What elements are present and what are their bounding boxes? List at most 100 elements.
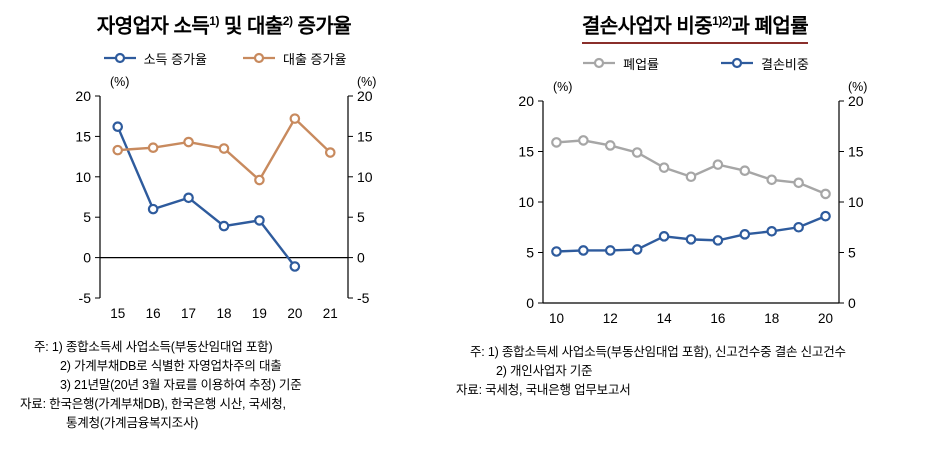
title-footnote-ref: 1)2) bbox=[712, 14, 732, 28]
title-footnote-ref: 1) bbox=[209, 14, 219, 28]
y-tick-label-right: 20 bbox=[848, 93, 864, 109]
data-point-marker bbox=[551, 136, 562, 148]
data-point-marker bbox=[147, 142, 159, 153]
title-footnote-ref: 2) bbox=[282, 14, 293, 28]
title-segment: 자영업자 소득 bbox=[96, 15, 210, 38]
line-marker-icon bbox=[583, 58, 616, 69]
data-point-marker bbox=[604, 244, 616, 256]
data-point-marker bbox=[739, 228, 751, 240]
series-line bbox=[116, 125, 296, 267]
axis-unit-right: (%) bbox=[848, 80, 867, 94]
chart-title-text: 결손사업자 비중1)2)과 폐업률 bbox=[581, 14, 809, 44]
y-tick-label-right: 5 bbox=[357, 209, 365, 225]
data-point-marker bbox=[631, 146, 643, 158]
data-point-marker bbox=[254, 174, 265, 185]
x-tick-label: 16 bbox=[710, 311, 725, 326]
data-point-marker bbox=[793, 177, 804, 188]
chart-legend: 소득 증가율 대출 증가율 bbox=[102, 49, 346, 68]
data-point-marker bbox=[766, 174, 778, 185]
y-tick-label-left: 20 bbox=[518, 93, 534, 109]
y-tick-label-left: 20 bbox=[75, 88, 91, 104]
chart-legend: 폐업률 결손비중 bbox=[581, 54, 809, 73]
data-point-marker bbox=[183, 192, 194, 203]
axis-unit-left: (%) bbox=[110, 75, 129, 89]
y-tick-label-left: 0 bbox=[526, 295, 534, 311]
chart-title-text: 자영업자 소득1) 및 대출2) 증가율 bbox=[96, 14, 352, 39]
y-tick-label-left: 10 bbox=[518, 194, 534, 210]
legend-item-closure-rate: 폐업률 bbox=[581, 54, 659, 73]
data-point-marker bbox=[712, 158, 724, 170]
y-tick-label-left: 0 bbox=[83, 249, 91, 265]
axis-unit-left: (%) bbox=[553, 80, 572, 94]
line-marker-icon bbox=[243, 53, 275, 64]
x-tick-label: 19 bbox=[252, 306, 267, 321]
y-tick-label-right: 10 bbox=[848, 194, 864, 210]
x-tick-label: 20 bbox=[287, 306, 302, 321]
data-point-marker bbox=[578, 244, 589, 256]
chart-panel-income-loan-growth: 자영업자 소득1) 및 대출2) 증가율 소득 증가율 대출 증가율 -5 -5 0… bbox=[20, 6, 428, 463]
x-tick-label: 17 bbox=[181, 306, 196, 321]
source-line: 자료: 한국은행(가계부채DB), 한국은행 시산, 국세청, bbox=[20, 396, 286, 411]
data-point-marker bbox=[289, 260, 301, 272]
y-tick-label-right: 10 bbox=[357, 168, 373, 184]
data-point-marker bbox=[254, 214, 265, 226]
y-tick-label-right: 5 bbox=[848, 244, 856, 260]
x-tick-label: 18 bbox=[216, 306, 231, 321]
x-tick-label: 10 bbox=[549, 311, 564, 326]
data-point-marker bbox=[685, 171, 697, 182]
x-tick-label: 20 bbox=[818, 311, 833, 326]
x-tick-label: 21 bbox=[323, 306, 338, 321]
data-point-marker bbox=[218, 142, 230, 154]
data-point-marker bbox=[112, 121, 124, 132]
line-marker-icon bbox=[103, 53, 136, 64]
y-tick-label-right: 20 bbox=[357, 88, 373, 104]
x-tick-label: 12 bbox=[603, 311, 618, 326]
data-point-marker bbox=[289, 112, 301, 124]
data-point-marker bbox=[183, 136, 194, 148]
y-tick-label-left: 5 bbox=[526, 244, 534, 260]
data-point-marker bbox=[793, 221, 804, 233]
data-point-marker bbox=[578, 134, 589, 146]
chart-footnotes: 주: 1) 종합소득세 사업소득(부동산임대업 포함), 신고건수중 결손 신고… bbox=[456, 343, 846, 400]
data-point-marker bbox=[739, 165, 751, 176]
x-tick-label: 14 bbox=[657, 311, 673, 326]
legend-label: 결손비중 bbox=[761, 56, 809, 72]
footnote-line: 3) 21년말(20년 3월 자료를 이용하여 추정) 기준 bbox=[60, 377, 302, 392]
source-line: 자료: 국세청, 국내은행 업무보고서 bbox=[456, 382, 631, 397]
legend-item-loss-share: 결손비중 bbox=[719, 54, 809, 73]
footnote-line: 주: 1) 종합소득세 사업소득(부동산임대업 포함) bbox=[34, 339, 273, 354]
y-tick-label-right: 0 bbox=[357, 249, 365, 265]
legend-item-loan-growth: 대출 증가율 bbox=[241, 49, 346, 68]
data-point-marker bbox=[685, 233, 697, 245]
line-marker-icon bbox=[721, 58, 754, 69]
y-tick-label-left: 15 bbox=[518, 143, 534, 159]
data-point-marker bbox=[658, 162, 670, 173]
axis-unit-right: (%) bbox=[357, 75, 376, 89]
title-segment: 결손사업자 비중 bbox=[581, 15, 713, 38]
footnote-line: 주: 1) 종합소득세 사업소득(부동산임대업 포함), 신고건수중 결손 신고… bbox=[470, 344, 846, 359]
data-point-marker bbox=[112, 144, 124, 156]
title-segment: 과 폐업률 bbox=[731, 15, 809, 38]
y-tick-label-right: 15 bbox=[357, 128, 373, 144]
source-line: 통계청(가계금융복지조사) bbox=[66, 415, 199, 430]
data-point-marker bbox=[324, 146, 336, 158]
legend-label: 폐업률 bbox=[623, 56, 660, 72]
title-segment: 및 대출 bbox=[218, 15, 283, 38]
y-tick-label-right: -5 bbox=[357, 290, 370, 306]
x-tick-label: 18 bbox=[764, 311, 779, 326]
data-point-marker bbox=[658, 230, 670, 242]
chart-panel-loss-share-closure-rate: 결손사업자 비중1)2)과 폐업률 폐업률 결손비중 0 0 5 5 10 10 15 15 2… bbox=[456, 6, 934, 463]
y-tick-label-left: 5 bbox=[83, 209, 91, 225]
data-point-marker bbox=[147, 203, 159, 215]
chart-title: 자영업자 소득1) 및 대출2) 증가율 bbox=[96, 14, 352, 39]
data-point-marker bbox=[218, 220, 230, 232]
x-tick-label: 16 bbox=[146, 306, 161, 321]
data-point-marker bbox=[766, 225, 778, 237]
x-tick-label: 15 bbox=[110, 306, 125, 321]
footnote-line: 2) 개인사업자 기준 bbox=[496, 363, 593, 378]
y-tick-label-left: 10 bbox=[75, 168, 91, 184]
data-point-marker bbox=[604, 139, 616, 151]
series-line bbox=[556, 214, 827, 253]
